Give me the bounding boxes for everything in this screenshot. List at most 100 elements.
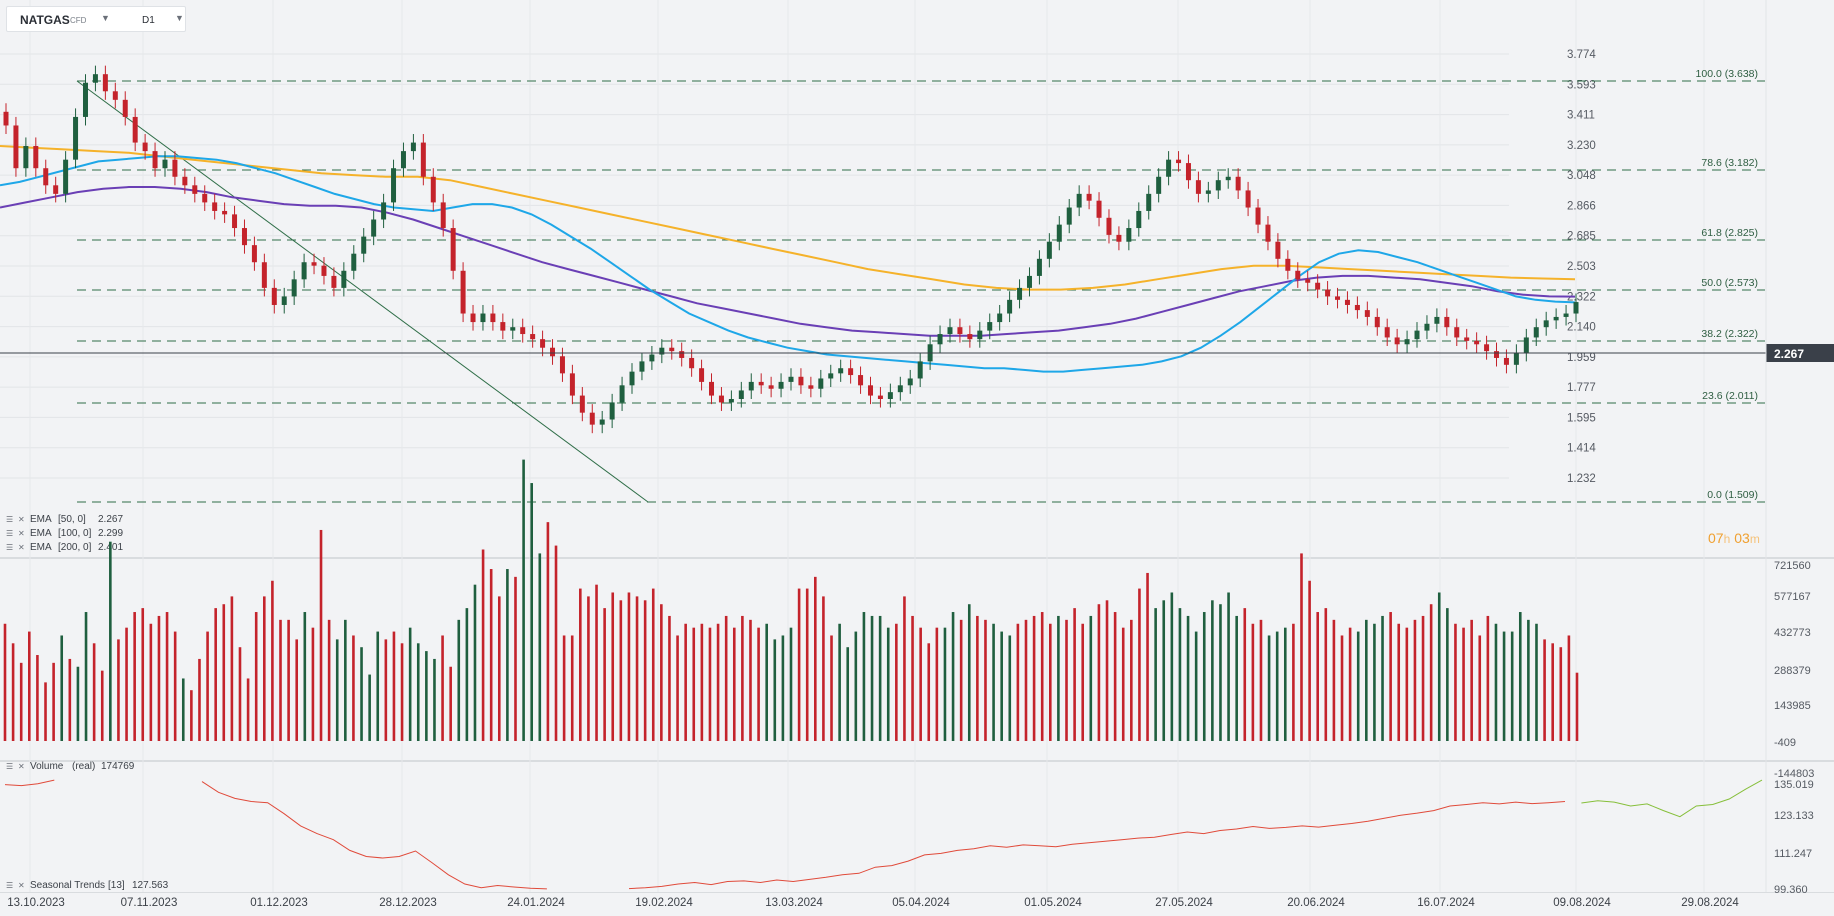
candle-body <box>907 378 913 386</box>
volume-bar <box>36 655 39 741</box>
volume-axis-tick: 288379 <box>1774 665 1811 677</box>
volume-bar <box>895 623 898 741</box>
volume-bar <box>400 643 404 741</box>
candle-body <box>649 354 655 362</box>
volume-bar <box>376 631 380 741</box>
candle-body <box>1275 241 1281 259</box>
volume-bar <box>1559 647 1563 741</box>
menu-icon: ☰ <box>6 762 13 771</box>
volume-bar <box>1259 619 1263 741</box>
menu-icon: ☰ <box>6 543 13 552</box>
candle-body <box>440 202 446 229</box>
caret-down-icon[interactable]: ▼ <box>101 13 110 23</box>
volume-bar <box>262 596 266 741</box>
candle-body <box>162 159 168 169</box>
volume-bar <box>303 612 307 741</box>
candle-body <box>1036 258 1042 276</box>
candle-body <box>1056 224 1062 242</box>
menu-icon: ☰ <box>6 515 13 524</box>
volume-bar <box>271 580 274 741</box>
volume-bar <box>44 682 47 741</box>
candle-body <box>271 287 277 305</box>
volume-bar <box>1381 615 1384 741</box>
candle-body <box>1116 234 1122 242</box>
volume-bar <box>1040 612 1044 741</box>
panel-divider <box>0 557 1834 559</box>
volume-bar <box>68 658 72 741</box>
date-axis-tick: 28.12.2023 <box>379 897 437 909</box>
candle-body <box>1454 327 1460 338</box>
volume-axis-tick: 432773 <box>1774 627 1811 639</box>
volume-bar <box>449 666 452 741</box>
candle-body <box>122 99 128 117</box>
volume-bar <box>1089 615 1093 741</box>
candle-body <box>53 185 59 194</box>
candle-body <box>877 395 883 399</box>
fibonacci-level-label: 100.0 (3.638) <box>1696 68 1758 80</box>
volume-bar <box>546 522 550 741</box>
volume-axis-tick: 721560 <box>1774 560 1811 572</box>
volume-bar <box>684 623 687 741</box>
ema-legend-name: EMA <box>30 542 52 553</box>
volume-bar <box>830 635 833 741</box>
candle-body <box>1185 163 1191 181</box>
volume-bar <box>1251 623 1255 741</box>
volume-bar <box>1275 631 1279 741</box>
trendline <box>76 80 649 503</box>
volume-bar <box>1008 635 1012 741</box>
candle-body <box>1533 327 1539 338</box>
fibonacci-level-label: 50.0 (2.573) <box>1701 277 1758 289</box>
volume-bar <box>368 674 371 741</box>
volume-bar <box>741 615 744 741</box>
volume-bar <box>214 608 217 741</box>
candle-body <box>490 313 496 323</box>
volume-bar <box>1356 631 1360 741</box>
volume-bar <box>92 643 96 741</box>
countdown-part: h <box>1724 532 1731 546</box>
volume-bar <box>1227 592 1230 741</box>
symbol-label[interactable]: NATGAS <box>20 13 70 27</box>
volume-bar <box>1486 615 1490 741</box>
candle-body <box>182 176 188 186</box>
fibonacci-level-label: 0.0 (1.509) <box>1707 489 1758 501</box>
ema-legend-name: EMA <box>30 514 52 525</box>
volume-bar <box>1470 619 1473 741</box>
volume-bar <box>846 647 850 741</box>
candle-body <box>589 412 595 425</box>
candle-body <box>43 168 49 186</box>
candle-body <box>987 322 993 331</box>
date-axis-tick: 13.10.2023 <box>7 897 65 909</box>
close-icon: ✕ <box>18 881 25 890</box>
volume-bar <box>724 615 728 741</box>
volume-bar <box>554 545 558 741</box>
candle-body <box>738 390 744 399</box>
volume-bar <box>619 600 623 741</box>
volume-bar <box>1510 631 1514 741</box>
candle-body <box>977 330 983 340</box>
volume-legend-value: 174769 <box>101 761 135 772</box>
volume-bar <box>335 639 339 741</box>
volume-bar <box>157 615 161 741</box>
date-axis-tick: 13.03.2024 <box>765 897 823 909</box>
volume-bar <box>927 643 931 741</box>
candle-body <box>73 116 79 160</box>
candle-body <box>599 419 605 425</box>
interval-label[interactable]: D1 <box>142 15 155 26</box>
volume-bar <box>1016 623 1020 741</box>
candle-body <box>232 214 238 229</box>
candle-body <box>718 395 724 403</box>
candle-body <box>510 327 516 331</box>
volume-bar <box>643 600 647 741</box>
candle-body <box>1205 190 1211 194</box>
candle-body <box>1255 207 1261 225</box>
volume-bar <box>1518 612 1522 741</box>
volume-bar <box>1575 672 1579 741</box>
caret-down-icon[interactable]: ▼ <box>175 13 184 23</box>
volume-bar <box>352 635 355 741</box>
volume-bar <box>530 483 534 741</box>
last-price-tag[interactable] <box>1766 344 1834 362</box>
volume-bar <box>514 576 517 741</box>
candle-body <box>261 262 267 288</box>
